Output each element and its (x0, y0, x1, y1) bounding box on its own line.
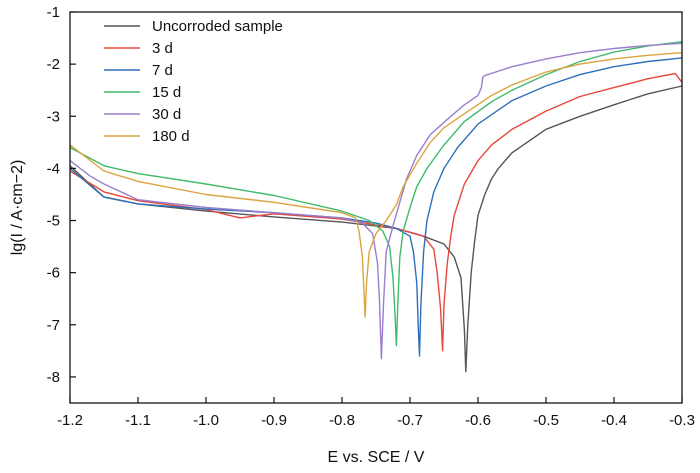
legend-label: Uncorroded sample (152, 18, 283, 35)
y-tick-label: -7 (47, 317, 60, 334)
legend-label: 180 d (152, 128, 190, 145)
x-tick-label: -0.9 (261, 412, 287, 429)
x-tick-label: -0.7 (397, 412, 423, 429)
x-tick-label: -1.1 (125, 412, 151, 429)
legend-label: 30 d (152, 106, 181, 123)
series-line-1 (69, 72, 683, 352)
y-tick-label: -3 (47, 108, 60, 125)
y-tick-label: -1 (47, 4, 60, 21)
plot-frame (69, 11, 683, 404)
legend: Uncorroded sample 3 d 7 d 15 d 30 d 180 d (104, 18, 283, 145)
x-tick-label: -1.2 (57, 412, 83, 429)
legend-label: 7 d (152, 62, 173, 79)
y-tick-label: -5 (47, 213, 60, 230)
x-tick-label: -0.8 (329, 412, 355, 429)
legend-label: 15 d (152, 84, 181, 101)
x-tick-label: -0.3 (669, 412, 695, 429)
y-tick-label: -2 (47, 56, 60, 73)
y-tick-label: -8 (47, 369, 60, 386)
y-tick-label: -6 (47, 265, 60, 282)
series-line-4 (69, 42, 683, 360)
x-tick-label: -0.5 (533, 412, 559, 429)
x-axis-ticks: -1.2 -1.1 -1.0 -0.9 -0.8 -0.7 -0.6 -0.5 -0.4 -0.3 (57, 397, 695, 429)
x-tick-label: -1.0 (193, 412, 219, 429)
x-tick-label: -0.6 (465, 412, 491, 429)
x-axis-title: E vs. SCE / V (328, 449, 425, 466)
x-tick-label: -0.4 (601, 412, 627, 429)
series-line-3 (69, 41, 683, 347)
series-line-5 (69, 52, 683, 318)
series-line-0 (69, 85, 683, 373)
legend-label: 3 d (152, 40, 173, 57)
plot-area (69, 41, 683, 373)
y-tick-label: -4 (47, 160, 60, 177)
y-axis-ticks: -8 -7 -6 -5 -4 -3 -2 -1 (47, 4, 76, 386)
y-axis-title: lg(I / A·cm−2) (9, 160, 26, 256)
